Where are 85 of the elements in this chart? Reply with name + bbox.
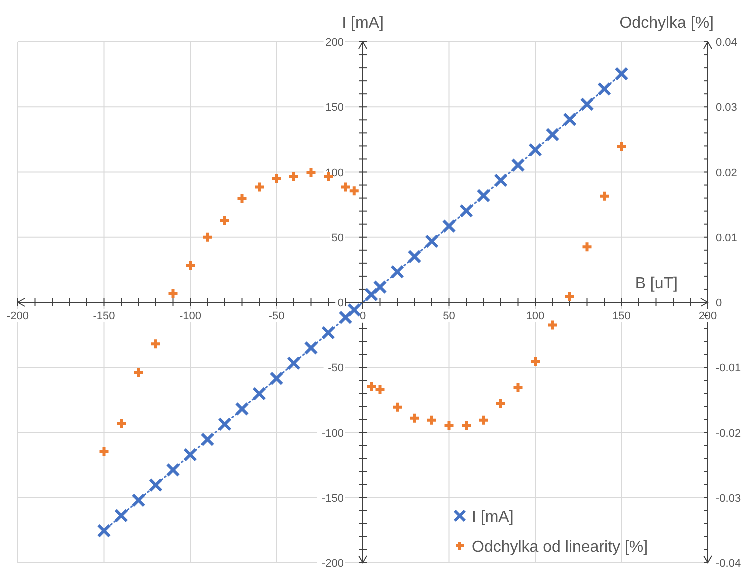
point — [252, 386, 266, 401]
point — [546, 128, 560, 142]
y-tick-label: 200 — [326, 37, 344, 49]
point — [166, 463, 180, 478]
point — [528, 143, 542, 158]
point — [512, 382, 524, 394]
x-tick-label: 0 — [360, 310, 366, 322]
legend-label: Odchylka od linearity [%] — [472, 539, 648, 556]
point — [270, 372, 284, 386]
x-tick-label: 200 — [698, 310, 718, 322]
y2-tick-label: -0.02 — [716, 428, 742, 440]
point — [614, 66, 629, 81]
point — [364, 288, 379, 302]
point — [114, 508, 128, 523]
point — [494, 174, 508, 188]
y2-axis-title: Odchylka [%] — [620, 15, 714, 32]
y-axis-title: I [mA] — [342, 15, 384, 32]
point — [287, 356, 301, 370]
x-tick-label: -150 — [93, 310, 116, 322]
point — [392, 401, 404, 414]
point — [460, 204, 474, 218]
y-tick-label: -150 — [322, 492, 344, 505]
point — [580, 97, 594, 112]
y2-tick-label: 0.03 — [716, 102, 738, 114]
y2-tick-label: -0.01 — [716, 362, 742, 375]
y-tick-label: 150 — [326, 102, 344, 114]
point — [530, 356, 542, 368]
y2-tick-label: 0.02 — [716, 167, 738, 180]
point — [150, 338, 162, 350]
x-tick-label: -200 — [6, 310, 30, 322]
y-tick-label: 0 — [338, 298, 344, 310]
point — [305, 166, 318, 179]
y-tick-label: 50 — [332, 232, 344, 244]
point — [546, 319, 559, 332]
point — [149, 478, 163, 492]
y2-tick-label: 0.01 — [716, 232, 738, 244]
point — [97, 524, 112, 538]
point — [184, 448, 198, 462]
point — [202, 231, 214, 244]
y-tick-label: -200 — [322, 558, 344, 567]
point — [425, 234, 439, 249]
point — [322, 326, 336, 340]
point — [443, 420, 456, 432]
point — [116, 418, 128, 430]
point — [426, 414, 438, 426]
point — [460, 420, 472, 432]
point — [254, 181, 266, 194]
y2-tick-label: -0.03 — [716, 492, 742, 505]
point — [598, 82, 612, 96]
point — [408, 412, 421, 424]
point — [98, 446, 110, 458]
point — [200, 432, 215, 447]
legend-label: I [mA] — [472, 509, 514, 526]
point — [476, 188, 491, 203]
x-tick-label: -100 — [179, 310, 202, 322]
point — [408, 250, 422, 264]
x-tick-label: 100 — [526, 310, 545, 322]
y2-tick-label: 0.04 — [716, 37, 738, 49]
point — [478, 414, 490, 426]
y2-tick-label: -0.04 — [716, 558, 742, 567]
point — [442, 219, 456, 234]
point — [598, 190, 610, 202]
point — [338, 310, 353, 325]
point — [511, 158, 526, 172]
point — [347, 303, 362, 318]
point — [616, 140, 628, 153]
x-tick-label: 150 — [612, 310, 631, 322]
point — [564, 290, 576, 303]
point — [288, 170, 300, 183]
point — [132, 366, 145, 379]
x-tick-label: 50 — [443, 310, 456, 322]
point — [373, 280, 388, 294]
point — [235, 402, 250, 416]
y-tick-label: -50 — [328, 362, 344, 375]
x-axis-title: B [uT] — [635, 276, 678, 292]
y2-tick-label: 0 — [716, 298, 722, 310]
point — [218, 417, 232, 432]
point — [270, 172, 283, 185]
point — [132, 494, 146, 508]
x-tick-label: -50 — [268, 310, 285, 322]
point — [304, 341, 318, 356]
point — [563, 112, 577, 127]
point — [390, 265, 404, 280]
point — [581, 241, 594, 254]
y-tick-label: -100 — [322, 428, 344, 440]
